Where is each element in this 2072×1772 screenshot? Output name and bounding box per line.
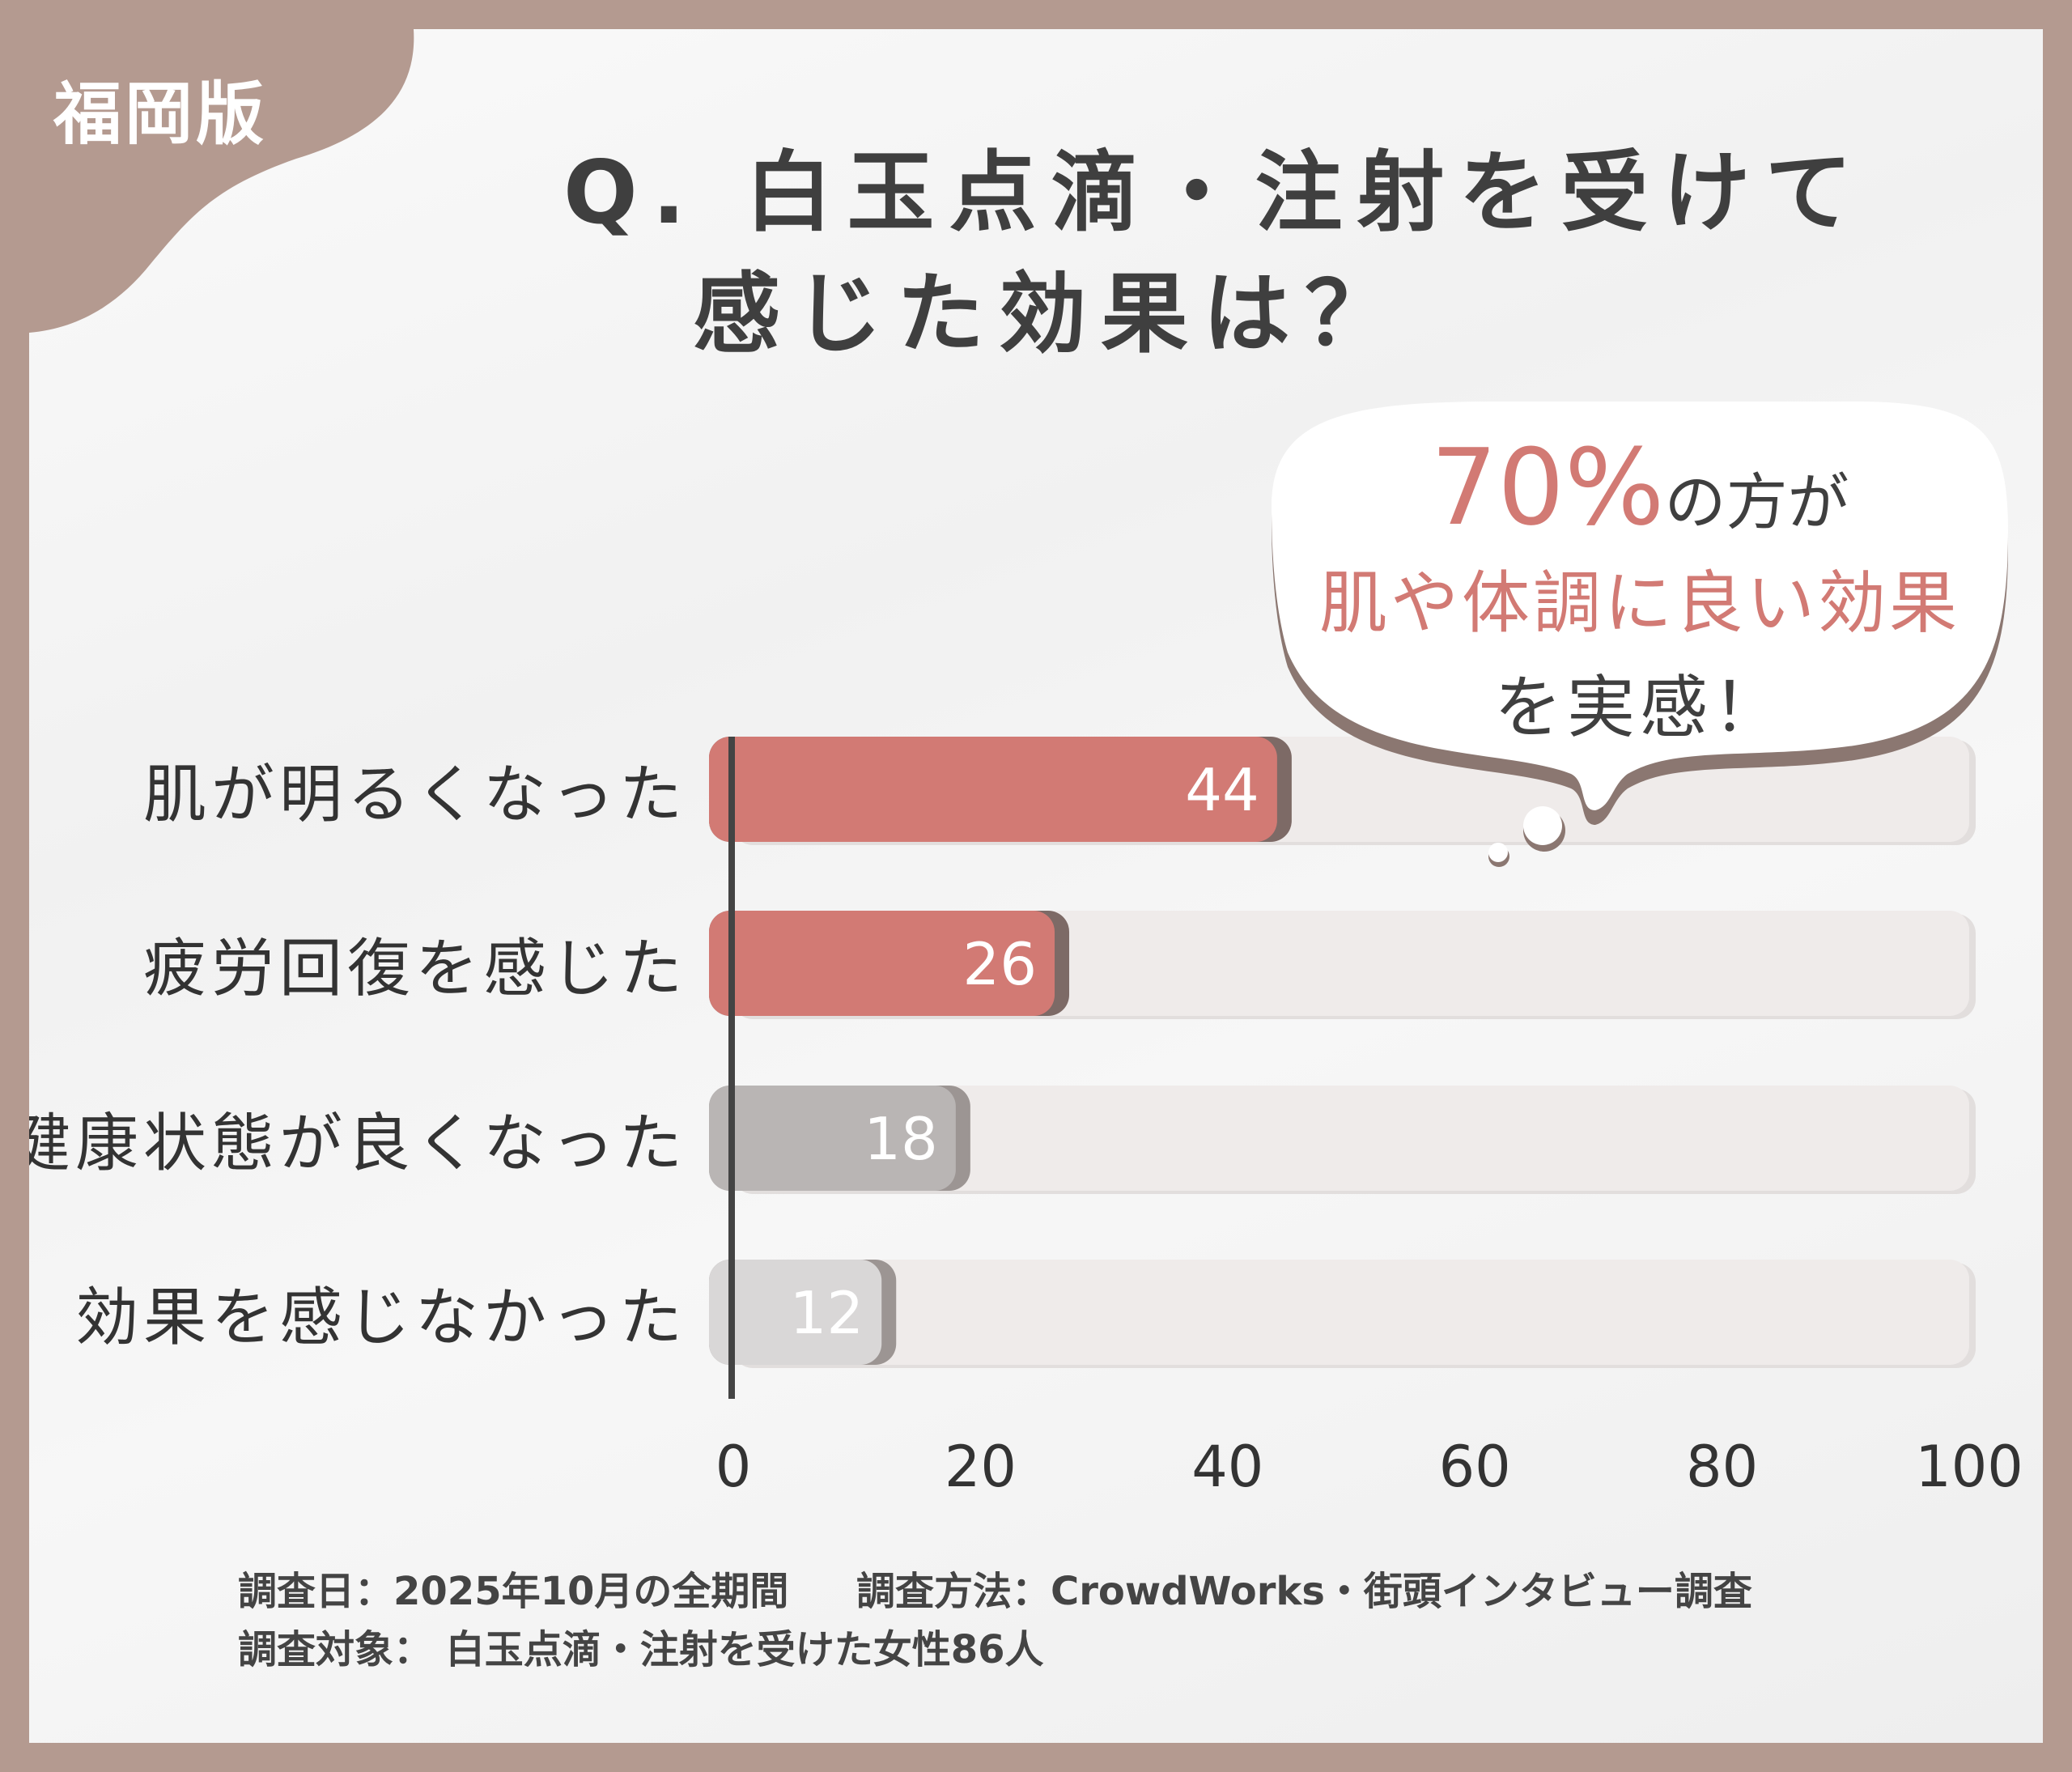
bar-value-label: 18 bbox=[864, 1105, 938, 1173]
infographic-card: 福岡版 Q. 白玉点滴・注射を受けて 感じた効果は？ 44 26 18 12 肌が明る… bbox=[29, 29, 2043, 1743]
x-tick-label: 40 bbox=[1191, 1434, 1264, 1500]
bar bbox=[709, 737, 1277, 842]
bar bbox=[709, 1260, 882, 1365]
category-label: 健康状態が良くなった bbox=[29, 1107, 687, 1180]
bar bbox=[709, 911, 1055, 1016]
bar bbox=[709, 1086, 956, 1191]
x-tick-label: 20 bbox=[944, 1434, 1017, 1500]
x-tick-label: 80 bbox=[1686, 1434, 1759, 1500]
category-label: 疲労回復を感じた bbox=[142, 933, 687, 1005]
region-badge: 福岡版 bbox=[53, 74, 268, 154]
callout-line2: 肌や体調に良い効果 bbox=[1318, 563, 1960, 643]
callout-text: 70%の方が 肌や体調に良い効果 を実感！ bbox=[1255, 426, 2024, 751]
bar-track bbox=[733, 1086, 1969, 1191]
category-label: 効果を感じなかった bbox=[74, 1281, 687, 1354]
y-axis-line bbox=[728, 737, 735, 1399]
x-tick-label: 60 bbox=[1438, 1434, 1511, 1500]
corner-decoration bbox=[29, 29, 414, 333]
survey-method: 調査方法：CrowdWorks・街頭インタビュー調査 bbox=[856, 1569, 1752, 1614]
survey-date: 調査日：2025年10月の全期間 bbox=[238, 1569, 789, 1614]
callout-line3: を実感！ bbox=[1493, 668, 1785, 747]
survey-target: 調査対象： 白玉点滴・注射を受けた女性86人 bbox=[238, 1627, 1044, 1672]
bar-value-label: 12 bbox=[790, 1279, 864, 1347]
title-line-1: Q. 白玉点滴・注射を受けて bbox=[563, 142, 1867, 244]
x-tick-label: 100 bbox=[1915, 1434, 2023, 1500]
callout-line1: の方が bbox=[1664, 466, 1849, 538]
footer-line-1: 調査日：2025年10月の全期間 調査方法：CrowdWorks・街頭インタビュ… bbox=[238, 1559, 1752, 1616]
bar-track bbox=[733, 1260, 1969, 1365]
speech-bubble bbox=[1272, 402, 2008, 825]
bubble-dots bbox=[1488, 806, 1565, 867]
callout-percent: 70% bbox=[1430, 426, 1665, 549]
title-line-2: 感じた効果は？ bbox=[693, 264, 1408, 365]
x-tick-label: 0 bbox=[715, 1434, 752, 1500]
bar-value-label: 44 bbox=[1185, 756, 1259, 824]
bar-value-label: 26 bbox=[962, 930, 1037, 998]
category-label: 肌が明るくなった bbox=[142, 759, 687, 831]
